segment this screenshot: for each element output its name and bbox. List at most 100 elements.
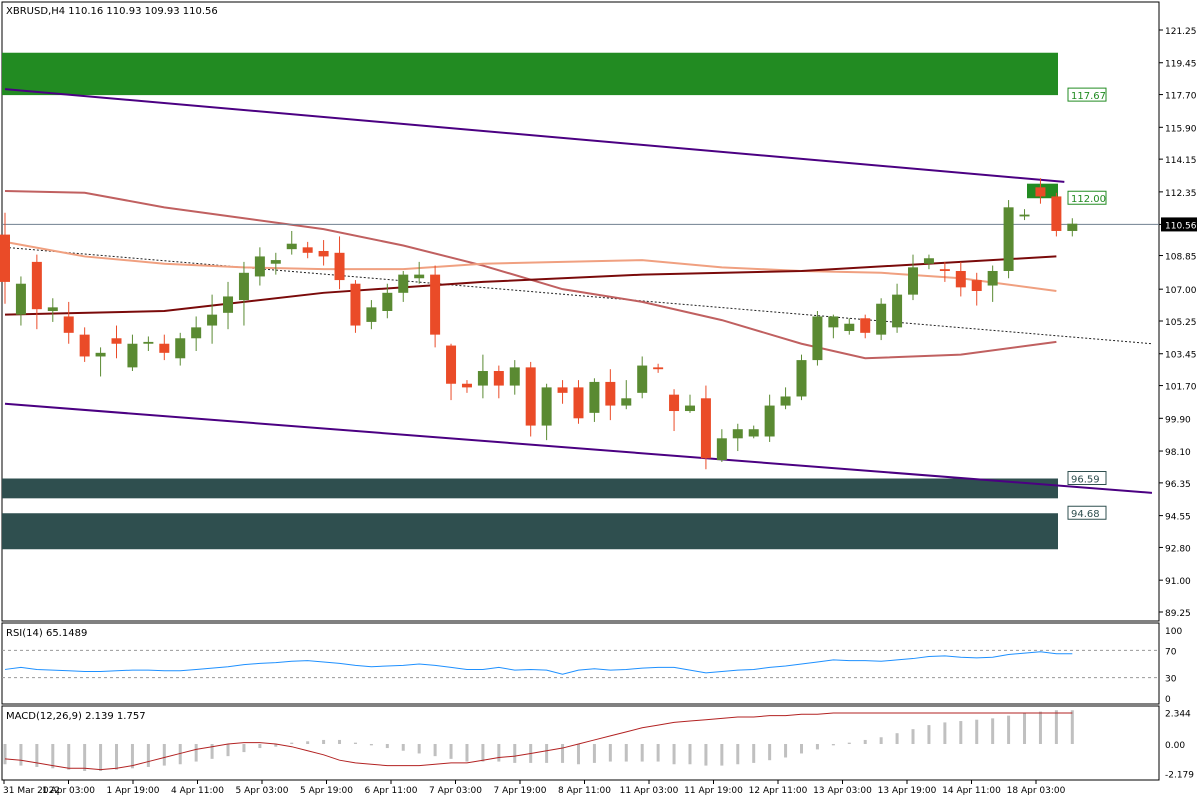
candle-body — [461, 383, 472, 388]
macd-histogram-bar — [1023, 712, 1027, 744]
candle-body — [31, 261, 42, 310]
candle-body — [254, 256, 265, 277]
candle-body — [47, 307, 58, 311]
candle-body — [509, 367, 520, 386]
price-tick-label: 121.25 — [1165, 27, 1197, 37]
macd-histogram-bar — [433, 744, 437, 757]
macd-histogram-bar — [927, 725, 931, 744]
rsi-tick-label: 100 — [1165, 627, 1182, 637]
candle-body — [111, 338, 122, 344]
current-price-box — [1161, 217, 1197, 232]
zone-label-box-1 — [1067, 87, 1107, 102]
rsi-tick-label: 30 — [1165, 675, 1177, 685]
macd-histogram-bar — [35, 744, 39, 767]
macd-histogram-bar — [752, 744, 756, 763]
time-tick-label: 13 Apr 03:00 — [813, 786, 872, 796]
candle-body — [334, 252, 345, 281]
candle-body — [844, 323, 855, 332]
candle-body — [207, 314, 218, 326]
macd-histogram-bar — [879, 737, 883, 744]
candle-body — [525, 367, 536, 426]
macd-histogram-bar — [290, 742, 294, 744]
candle-body — [971, 280, 982, 291]
macd-signal-line — [4, 712, 1073, 771]
macd-histogram-bar — [561, 744, 565, 763]
macd-histogram-bar — [83, 744, 87, 771]
price-tick-label: 119.45 — [1165, 60, 1197, 70]
zone-3 — [2, 478, 1058, 499]
zone-label-3: 96.59 — [1071, 475, 1100, 486]
zone-label-4: 94.68 — [1071, 509, 1100, 520]
candle-body — [828, 316, 839, 328]
time-tick-label: 6 Apr 11:00 — [365, 786, 418, 796]
macd-histogram-bar — [178, 744, 182, 765]
candle-body — [270, 260, 281, 264]
macd-histogram-bar — [656, 744, 660, 762]
candle-body — [143, 341, 154, 344]
candle-body — [748, 429, 759, 437]
channel-upper-line — [4, 88, 1065, 183]
candle-body — [1035, 187, 1046, 197]
price-tick-label: 103.45 — [1165, 351, 1197, 361]
zone-label-2: 112.00 — [1071, 194, 1106, 205]
candle-body — [318, 250, 329, 257]
macd-histogram-bar — [353, 742, 357, 744]
macd-histogram-bar — [895, 733, 899, 744]
macd-histogram-bar — [401, 744, 405, 751]
macd-histogram-bar — [513, 744, 517, 763]
macd-histogram-bar — [3, 744, 7, 765]
moving-average-light — [4, 240, 1057, 292]
price-tick-label: 99.90 — [1165, 415, 1191, 425]
candle-body — [414, 274, 425, 279]
price-tick-label: 117.70 — [1165, 92, 1197, 102]
candle-body — [1003, 207, 1014, 271]
macd-histogram-bar — [736, 744, 740, 765]
symbol-label: XBRUSD,H4 110.16 110.93 109.93 110.56 — [6, 6, 218, 17]
channel-lower-line — [4, 402, 1153, 494]
candle-body — [286, 243, 297, 250]
candle-body — [0, 234, 10, 282]
macd-histogram-bar — [497, 744, 501, 762]
candle-body — [923, 258, 934, 264]
rsi-tick-label: 70 — [1165, 647, 1177, 657]
candle-body — [716, 438, 727, 461]
macd-histogram-bar — [784, 744, 788, 758]
price-tick-label: 91.00 — [1165, 577, 1191, 587]
candle-body — [684, 405, 695, 412]
candle-body — [382, 292, 393, 311]
macd-histogram-bar — [991, 718, 995, 744]
macd-histogram-bar — [1054, 710, 1058, 744]
indicator-lines — [2, 88, 1159, 494]
macd-histogram-bar — [576, 744, 580, 765]
candle-body — [541, 387, 552, 426]
price-tick-label: 115.90 — [1165, 124, 1197, 134]
time-tick-label: 4 Apr 11:00 — [171, 786, 224, 796]
candle-body — [95, 352, 106, 357]
candle-body — [238, 272, 249, 301]
macd-indicator: 2.344 0.00 -2.179 — [3, 709, 1194, 780]
candle-body — [1067, 223, 1078, 231]
rsi-label: RSI(14) 65.1489 — [6, 628, 87, 639]
candle-body — [908, 267, 919, 295]
price-tick-label: 101.70 — [1165, 383, 1197, 393]
candle-body — [860, 318, 871, 333]
macd-histogram-bar — [1070, 710, 1074, 744]
candle-body — [493, 371, 504, 386]
macd-histogram-bar — [258, 744, 262, 749]
candle-body — [127, 343, 138, 368]
candle-body — [812, 316, 823, 361]
candle-body — [366, 307, 377, 322]
candle-body — [892, 294, 903, 328]
time-tick-label: 7 Apr 03:00 — [429, 786, 482, 796]
price-tick-label: 94.55 — [1165, 513, 1191, 523]
macd-histogram-bar — [210, 744, 214, 759]
macd-histogram-bar — [242, 744, 246, 753]
price-tick-label: 96.35 — [1165, 480, 1191, 490]
macd-histogram-bar — [800, 744, 803, 754]
candle-body — [430, 274, 441, 335]
current-price-label: 110.56 — [1165, 221, 1197, 231]
candle-body — [669, 394, 680, 412]
moving-average-rosy — [4, 189, 1057, 360]
